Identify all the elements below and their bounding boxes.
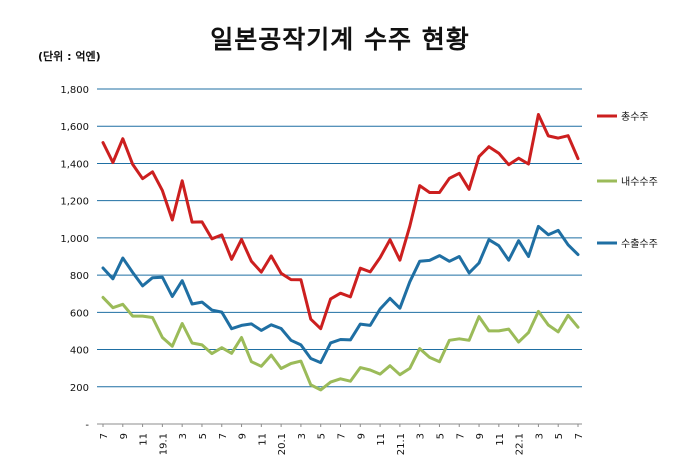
y-tick-label: 400 xyxy=(70,346,89,357)
x-tick-label: 5 xyxy=(435,433,446,439)
y-tick-label: 1,600 xyxy=(60,122,89,133)
x-tick-label: 7 xyxy=(337,433,348,439)
x-tick-label: 7 xyxy=(574,433,585,439)
x-tick-label: 5 xyxy=(554,433,565,439)
x-tick-label: 7 xyxy=(99,433,110,439)
legend-label: 내수수주 xyxy=(621,176,658,188)
legend-label: 수출수주 xyxy=(621,238,658,250)
y-tick-label: 600 xyxy=(70,308,89,319)
y-tick-label: 1,800 xyxy=(60,85,89,96)
y-tick-label: 800 xyxy=(70,271,89,282)
x-tick-label: 5 xyxy=(317,433,328,439)
y-tick-label: - xyxy=(85,420,89,431)
y-tick-label: 1,200 xyxy=(60,197,89,208)
x-tick-label: 3 xyxy=(178,433,189,439)
x-tick-label: 5 xyxy=(198,433,209,439)
series-line-3 xyxy=(101,224,580,365)
x-tick-label: 22.1 xyxy=(515,433,526,455)
x-tick-label: 3 xyxy=(416,433,427,439)
y-tick-label: 200 xyxy=(70,383,89,394)
x-tick-label: 20.1 xyxy=(277,433,288,455)
x-tick-label: 9 xyxy=(475,433,486,439)
x-tick-label: 11 xyxy=(257,433,268,446)
x-tick-label: 7 xyxy=(218,433,229,439)
unit-label: (단위 : 억엔) xyxy=(38,50,101,63)
series-line-1 xyxy=(101,113,580,331)
x-tick-label: 21.1 xyxy=(396,433,407,455)
x-tick-label: 3 xyxy=(297,433,308,439)
chart-title: 일본공작기계 수주 현황 xyxy=(210,25,470,54)
x-tick-label: 7 xyxy=(455,433,466,439)
series-line-2 xyxy=(101,295,580,392)
x-tick-label: 11 xyxy=(139,433,150,446)
y-tick-label: 1,400 xyxy=(60,159,89,170)
y-tick-label: 1,000 xyxy=(60,234,89,245)
x-tick-label: 11 xyxy=(495,433,506,446)
x-tick-label: 9 xyxy=(238,433,249,439)
x-tick-label: 9 xyxy=(119,433,130,439)
legend-label: 총수주 xyxy=(621,111,649,123)
x-tick-label: 11 xyxy=(376,433,387,446)
x-tick-label: 9 xyxy=(356,433,367,439)
x-tick-label: 3 xyxy=(534,433,545,439)
x-tick-label: 19.1 xyxy=(158,433,169,455)
